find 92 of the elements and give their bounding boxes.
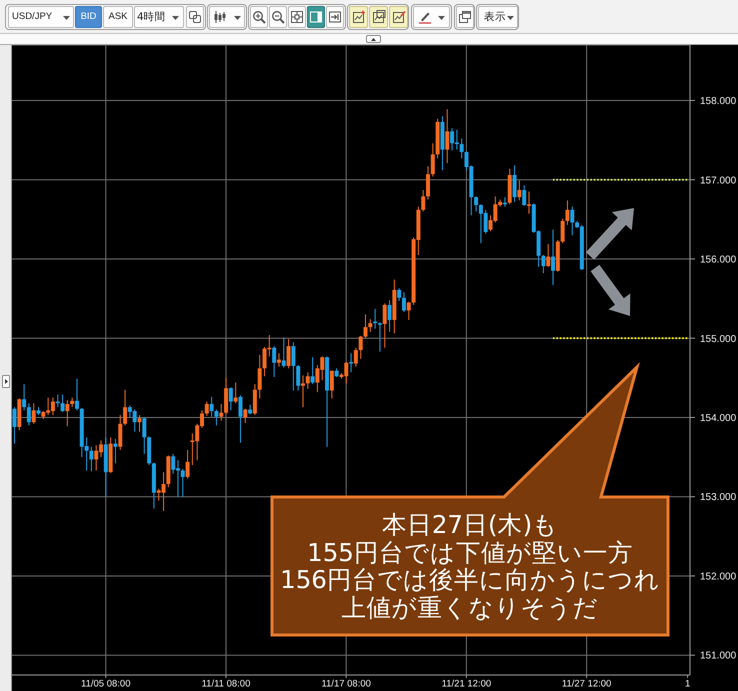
x-tick-label: 11/21 12:00 bbox=[442, 678, 492, 690]
candlestick bbox=[368, 318, 372, 332]
x-tick-label: 11/11 08:00 bbox=[202, 678, 250, 690]
candlestick bbox=[210, 396, 214, 418]
x-tick-label: 1 bbox=[684, 678, 690, 690]
candlestick bbox=[445, 108, 450, 164]
candlestick bbox=[522, 184, 526, 206]
candlestick bbox=[118, 414, 122, 450]
candlestick bbox=[388, 300, 392, 332]
button: BID bbox=[75, 6, 102, 28]
y-tick-label: 154.000 bbox=[700, 413, 737, 424]
candlestick bbox=[460, 138, 464, 159]
candlestick bbox=[349, 352, 354, 373]
candlestick bbox=[138, 414, 142, 432]
candlestick bbox=[430, 142, 435, 178]
candlestick bbox=[219, 403, 224, 422]
candlestick bbox=[397, 288, 402, 302]
y-tick-label: 156.000 bbox=[700, 254, 737, 266]
candlestick bbox=[330, 370, 334, 399]
candlestick bbox=[228, 386, 233, 411]
candlestick bbox=[272, 346, 276, 378]
candlestick bbox=[258, 354, 262, 399]
x-tick-label: 11/17 08:00 bbox=[321, 678, 371, 690]
candlestick bbox=[426, 166, 430, 200]
candlestick bbox=[474, 196, 478, 212]
candlestick bbox=[373, 308, 378, 330]
candlestick bbox=[56, 394, 60, 408]
candlestick bbox=[526, 191, 531, 214]
candlestick bbox=[22, 384, 26, 411]
candlestick bbox=[517, 180, 522, 201]
candlestick bbox=[243, 408, 248, 424]
candlestick bbox=[502, 196, 507, 208]
candlestick bbox=[300, 374, 305, 408]
candlestick bbox=[32, 402, 36, 424]
candlestick bbox=[60, 394, 65, 412]
annotation: 155円台では下値が堅い一方 bbox=[307, 538, 633, 566]
chart-subtitle: 4時間 bbox=[137, 11, 166, 23]
candlestick bbox=[123, 389, 128, 426]
candlestick bbox=[204, 401, 209, 416]
candlestick bbox=[142, 416, 146, 454]
dropdown: 表示 bbox=[478, 6, 518, 28]
candlestick bbox=[354, 347, 358, 368]
button: ASK bbox=[103, 6, 133, 28]
y-tick-label: 152.000 bbox=[700, 571, 737, 582]
candlestick bbox=[65, 400, 70, 427]
candlestick bbox=[382, 302, 387, 348]
candlestick bbox=[546, 243, 550, 268]
candlestick bbox=[70, 397, 74, 408]
dropdown: USD/JPY bbox=[8, 6, 74, 28]
candlestick bbox=[565, 200, 570, 226]
candlestick bbox=[291, 342, 296, 392]
annotation: 156円台では後半に向かうにつれ bbox=[280, 565, 660, 594]
candlestick bbox=[406, 301, 411, 320]
candlestick bbox=[276, 352, 281, 368]
candlestick bbox=[364, 314, 368, 339]
candlestick bbox=[248, 404, 252, 415]
candlestick bbox=[512, 164, 517, 202]
chart-title: USD/JPY bbox=[12, 11, 52, 23]
y-tick-label: 151.000 bbox=[700, 650, 737, 662]
annotation: 本日27日(木)も bbox=[382, 510, 558, 539]
candlestick bbox=[560, 218, 565, 244]
y-tick-label: 158.000 bbox=[700, 96, 737, 108]
candlestick bbox=[186, 449, 190, 479]
candlestick bbox=[282, 336, 286, 368]
candlestick bbox=[252, 384, 257, 416]
candlestick bbox=[89, 446, 94, 472]
candlestick bbox=[180, 468, 185, 498]
x-tick-label: 11/05 08:00 bbox=[81, 678, 131, 690]
candlestick bbox=[310, 356, 315, 385]
y-tick-label: 155.000 bbox=[700, 334, 737, 345]
candlestick bbox=[402, 292, 406, 313]
candlestick bbox=[358, 335, 363, 360]
y-tick-label: 157.000 bbox=[700, 175, 737, 186]
candlestick bbox=[296, 364, 300, 392]
candlestick bbox=[238, 394, 242, 444]
candlestick bbox=[26, 402, 31, 426]
y-tick-label: 153.000 bbox=[700, 492, 737, 504]
candlestick bbox=[541, 254, 546, 274]
dropdown: 4時間 bbox=[134, 6, 184, 28]
candlestick bbox=[234, 382, 238, 404]
candlestick bbox=[421, 190, 426, 212]
candlestick bbox=[113, 438, 118, 464]
candlestick bbox=[12, 406, 16, 444]
candlestick bbox=[378, 322, 382, 352]
candlestick bbox=[74, 378, 79, 411]
candlestick bbox=[551, 229, 556, 286]
candlestick bbox=[306, 372, 310, 390]
candlestick bbox=[570, 206, 574, 236]
x-tick-label: 11/27 12:00 bbox=[562, 678, 612, 690]
candlestick bbox=[214, 409, 218, 426]
candlestick bbox=[286, 338, 291, 369]
annotation: 上値が重くなりそうだ bbox=[342, 592, 598, 622]
